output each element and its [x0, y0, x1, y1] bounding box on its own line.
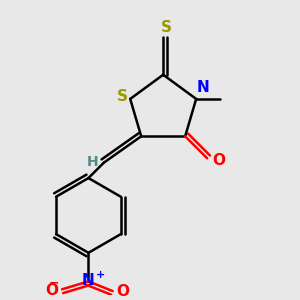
Text: O: O [116, 284, 129, 299]
Text: O: O [212, 153, 225, 168]
Text: N: N [82, 273, 95, 288]
Text: S: S [117, 89, 128, 104]
Text: H: H [87, 155, 99, 169]
Text: +: + [96, 270, 106, 280]
Text: O: O [46, 283, 59, 298]
Text: N: N [197, 80, 210, 95]
Text: S: S [161, 20, 172, 35]
Text: −: − [49, 277, 59, 290]
